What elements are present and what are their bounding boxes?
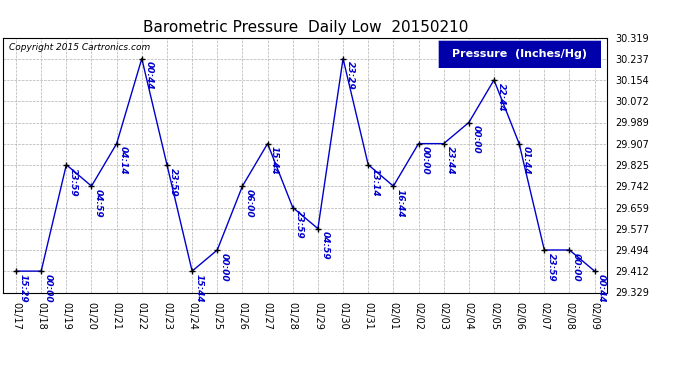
Text: 23:59: 23:59: [69, 168, 78, 196]
Text: 04:59: 04:59: [94, 189, 103, 217]
Text: 00:00: 00:00: [43, 274, 52, 303]
Text: 00:00: 00:00: [421, 146, 430, 175]
Text: 04:14: 04:14: [119, 146, 128, 175]
Text: 15:44: 15:44: [270, 146, 279, 175]
Text: 01:44: 01:44: [522, 146, 531, 175]
Text: 06:00: 06:00: [245, 189, 254, 217]
Text: 23:59: 23:59: [295, 210, 304, 239]
Text: 04:59: 04:59: [320, 231, 329, 260]
Text: 00:00: 00:00: [572, 253, 581, 281]
Text: 13:14: 13:14: [371, 168, 380, 196]
Text: 23:59: 23:59: [546, 253, 555, 281]
Text: 00:00: 00:00: [219, 253, 228, 281]
Text: 15:44: 15:44: [195, 274, 204, 303]
Text: 23:44: 23:44: [446, 146, 455, 175]
Text: 00:00: 00:00: [471, 125, 480, 154]
Text: Copyright 2015 Cartronics.com: Copyright 2015 Cartronics.com: [10, 43, 150, 52]
Text: 00:44: 00:44: [597, 274, 606, 303]
Text: 15:29: 15:29: [19, 274, 28, 303]
Text: 23:59: 23:59: [170, 168, 179, 196]
Text: 16:44: 16:44: [396, 189, 405, 217]
Text: 23:29: 23:29: [346, 62, 355, 90]
Text: 22:44: 22:44: [496, 83, 506, 111]
Title: Barometric Pressure  Daily Low  20150210: Barometric Pressure Daily Low 20150210: [143, 20, 468, 35]
Text: 00:44: 00:44: [144, 62, 153, 90]
